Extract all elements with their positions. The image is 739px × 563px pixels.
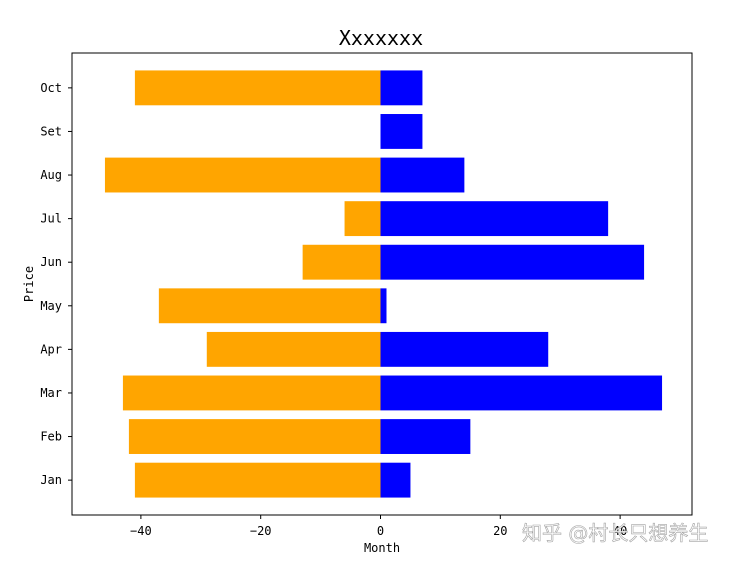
x-tick-label: −20 (250, 524, 272, 538)
y-tick-label-aug: Aug (40, 168, 62, 182)
y-axis-label: Price (22, 266, 36, 302)
bar-may-series-1 (380, 288, 387, 324)
y-tick-label-mar: Mar (40, 386, 62, 400)
watermark: 知乎 @村长只想养生 (522, 521, 708, 545)
bar-jun-series-2 (302, 244, 381, 280)
y-tick-label-jul: Jul (40, 212, 62, 226)
bar-apr-series-1 (380, 331, 549, 367)
y-tick-label-set: Set (40, 124, 62, 138)
bar-oct-series-1 (380, 70, 423, 106)
y-tick-label-jun: Jun (40, 255, 62, 269)
x-tick-label: 40 (613, 524, 627, 538)
bar-feb-series-2 (128, 419, 381, 454)
bar-mar-series-2 (122, 375, 381, 411)
y-tick-label-apr: Apr (40, 342, 62, 356)
bar-aug-series-1 (380, 157, 465, 193)
bar-jun-series-1 (380, 244, 645, 280)
y-tick-label-feb: Feb (40, 430, 62, 444)
y-tick-label-may: May (40, 299, 62, 313)
bar-aug-series-2 (104, 157, 381, 193)
plot-frame (71, 52, 693, 516)
bar-jan-series-2 (134, 462, 381, 498)
y-tick-label-oct: Oct (40, 81, 62, 95)
bar-jul-series-2 (344, 201, 381, 237)
bar-feb-series-1 (380, 419, 471, 454)
x-axis-label: Month (364, 541, 400, 555)
bar-mar-series-1 (380, 375, 663, 411)
x-tick-label: −40 (130, 524, 152, 538)
x-axis-ticks: −40 −20 0 20 40 (130, 515, 627, 538)
bars-layer (104, 70, 663, 498)
bar-jul-series-1 (380, 201, 609, 237)
bar-apr-series-2 (206, 331, 381, 367)
bar-jan-series-1 (380, 462, 411, 498)
y-tick-label-jan: Jan (40, 473, 62, 487)
bar-oct-series-2 (134, 70, 381, 106)
bar-may-series-2 (158, 288, 381, 324)
chart-title: Xxxxxxx (339, 26, 423, 50)
bar-set-series-1 (380, 114, 423, 149)
x-tick-label: 0 (377, 524, 384, 538)
y-axis-ticks: Jan Feb Mar Apr May Jun Jul Aug Set Oct (40, 81, 72, 487)
x-tick-label: 20 (493, 524, 507, 538)
